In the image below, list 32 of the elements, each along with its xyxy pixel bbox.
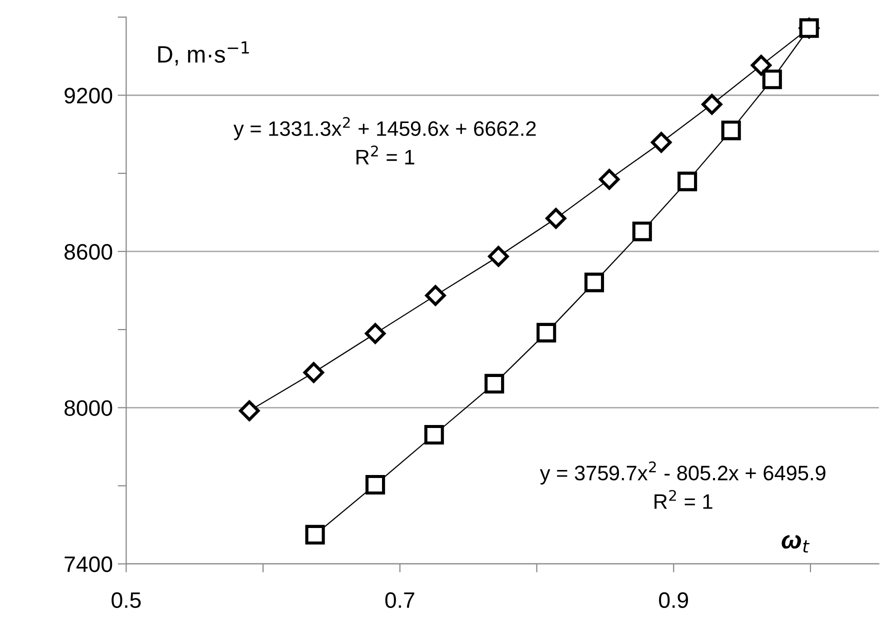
point: [762, 70, 782, 90]
point: [425, 285, 446, 306]
x-axis-title: ω$_{t}$: [782, 534, 810, 553]
point: [721, 120, 741, 140]
y-tick-label: 8000: [64, 400, 112, 416]
point: [650, 132, 672, 153]
point: [584, 272, 604, 292]
annotation: y = 3759.7x$^{2}$ - 805.2x + 6495.9 R$^{2}$ = 1: [540, 461, 826, 509]
point: [632, 222, 652, 242]
point: [799, 18, 819, 38]
point: [702, 94, 722, 115]
x-tick-label: 0.9: [659, 592, 688, 608]
y-tick-label: 9200: [64, 88, 112, 104]
x-tick-label: 0.7: [385, 592, 414, 608]
point: [424, 424, 444, 445]
point: [238, 400, 260, 422]
point: [598, 168, 620, 190]
y-axis-title: D, m·s$^{−1}$: [158, 41, 249, 66]
point: [484, 374, 504, 394]
y-tick-label: 8600: [64, 244, 112, 260]
point: [678, 172, 698, 192]
point: [365, 474, 386, 495]
point: [305, 524, 325, 545]
point: [750, 54, 772, 76]
point: [546, 208, 566, 229]
point: [536, 322, 556, 342]
x-tick-label: 0.5: [112, 592, 141, 608]
y-tick-label: 7400: [64, 556, 112, 572]
point: [303, 362, 324, 383]
annotation: y = 1331.3x$^{2}$ + 1459.6x + 6662.2 R$^{2}$ = 1: [234, 116, 536, 164]
point: [364, 323, 386, 344]
point: [488, 246, 509, 267]
